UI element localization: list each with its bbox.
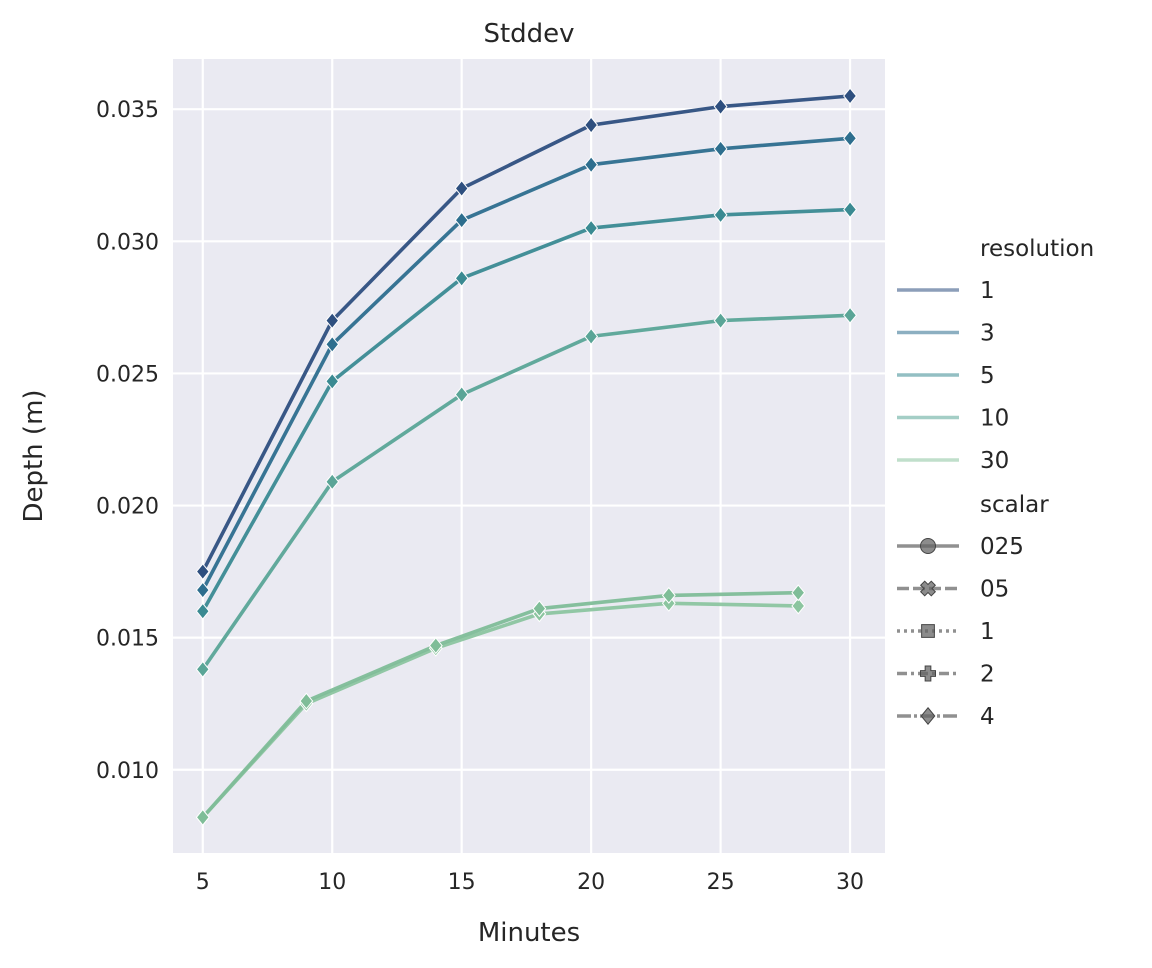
series-line-resolution-30: [201, 590, 799, 819]
data-point-marker: [325, 312, 340, 330]
y-tick-labels: 0.010 0.015 0.020 0.025 0.030 0.035: [96, 98, 159, 784]
data-point-marker: [454, 211, 469, 229]
legend-label-resolution-1: 1: [980, 278, 995, 304]
legend-label-scalar-025: 025: [980, 534, 1024, 560]
data-point-marker: [843, 306, 857, 324]
x-tick-label: 10: [318, 870, 346, 895]
x-axis-label: Minutes: [478, 918, 580, 948]
data-point-marker: [454, 179, 469, 197]
legend: resolution 1 3 5 10 30 scalar 025 05 1 2 4: [897, 236, 1094, 730]
data-point-marker: [454, 386, 469, 404]
x-tick-label: 5: [196, 870, 210, 895]
series-lines: [201, 94, 851, 819]
legend-title-resolution: resolution: [980, 236, 1094, 262]
y-tick-label: 0.035: [96, 98, 159, 123]
legend-label-resolution-10: 10: [980, 406, 1009, 432]
y-tick-label: 0.015: [96, 627, 159, 652]
y-axis-label: Depth (m): [19, 389, 49, 522]
series-line-resolution-5: [201, 207, 851, 613]
data-point-marker: [428, 637, 443, 655]
data-point-marker: [713, 140, 728, 158]
data-point-marker: [713, 206, 728, 224]
data-point-marker: [325, 473, 340, 491]
series-line-resolution-1: [201, 94, 851, 573]
legend-marker-scalar-4: [920, 706, 936, 726]
legend-label-scalar-05: 05: [980, 577, 1009, 603]
y-tick-label: 0.020: [96, 495, 159, 520]
data-point-marker: [713, 98, 728, 116]
legend-marker-scalar-025: [920, 538, 936, 554]
data-point-marker: [325, 335, 340, 353]
chart-title: Stddev: [483, 19, 574, 49]
x-tick-label: 15: [448, 870, 476, 895]
data-point-marker: [195, 808, 210, 826]
data-point-marker: [843, 87, 857, 105]
legend-label-scalar-2: 2: [980, 662, 995, 688]
data-point-marker: [454, 269, 469, 287]
data-point-marker: [584, 156, 599, 174]
series-line-resolution-10: [201, 313, 851, 671]
data-point-marker: [195, 563, 210, 581]
y-tick-label: 0.025: [96, 362, 159, 387]
data-point-marker: [299, 692, 314, 710]
data-point-marker: [791, 597, 806, 615]
x-tick-label: 20: [577, 870, 605, 895]
legend-label-scalar-1: 1: [980, 619, 995, 645]
legend-marker-scalar-05: [919, 580, 937, 597]
x-tick-labels: 5 10 15 20 25 30: [196, 870, 864, 895]
legend-label-scalar-4: 4: [980, 704, 995, 730]
data-point-marker: [843, 129, 857, 147]
legend-label-resolution-5: 5: [980, 363, 995, 389]
legend-marker-scalar-1: [921, 624, 935, 638]
data-point-marker: [713, 312, 728, 330]
data-point-marker: [195, 581, 210, 599]
data-point-marker: [584, 219, 599, 237]
x-tick-label: 25: [707, 870, 735, 895]
data-point-marker: [661, 586, 676, 604]
data-point-marker: [843, 201, 857, 219]
y-tick-label: 0.030: [96, 230, 159, 255]
legend-marker-scalar-2: [920, 665, 936, 682]
legend-marker-scalar-05-shape: [919, 580, 937, 597]
legend-label-resolution-3: 3: [980, 321, 995, 347]
data-point-marker: [584, 327, 599, 345]
legend-title-scalar: scalar: [980, 492, 1049, 518]
data-point-marker: [195, 602, 210, 620]
data-point-marker: [195, 660, 210, 678]
data-point-marker: [791, 584, 806, 602]
y-tick-label: 0.010: [96, 759, 159, 784]
data-point-marker: [532, 600, 547, 618]
data-point-marker: [325, 372, 340, 390]
series-markers: [195, 87, 857, 826]
x-tick-label: 30: [836, 870, 864, 895]
legend-label-resolution-30: 30: [980, 448, 1009, 474]
series-line-resolution-3: [201, 136, 851, 591]
data-point-marker: [584, 116, 599, 134]
